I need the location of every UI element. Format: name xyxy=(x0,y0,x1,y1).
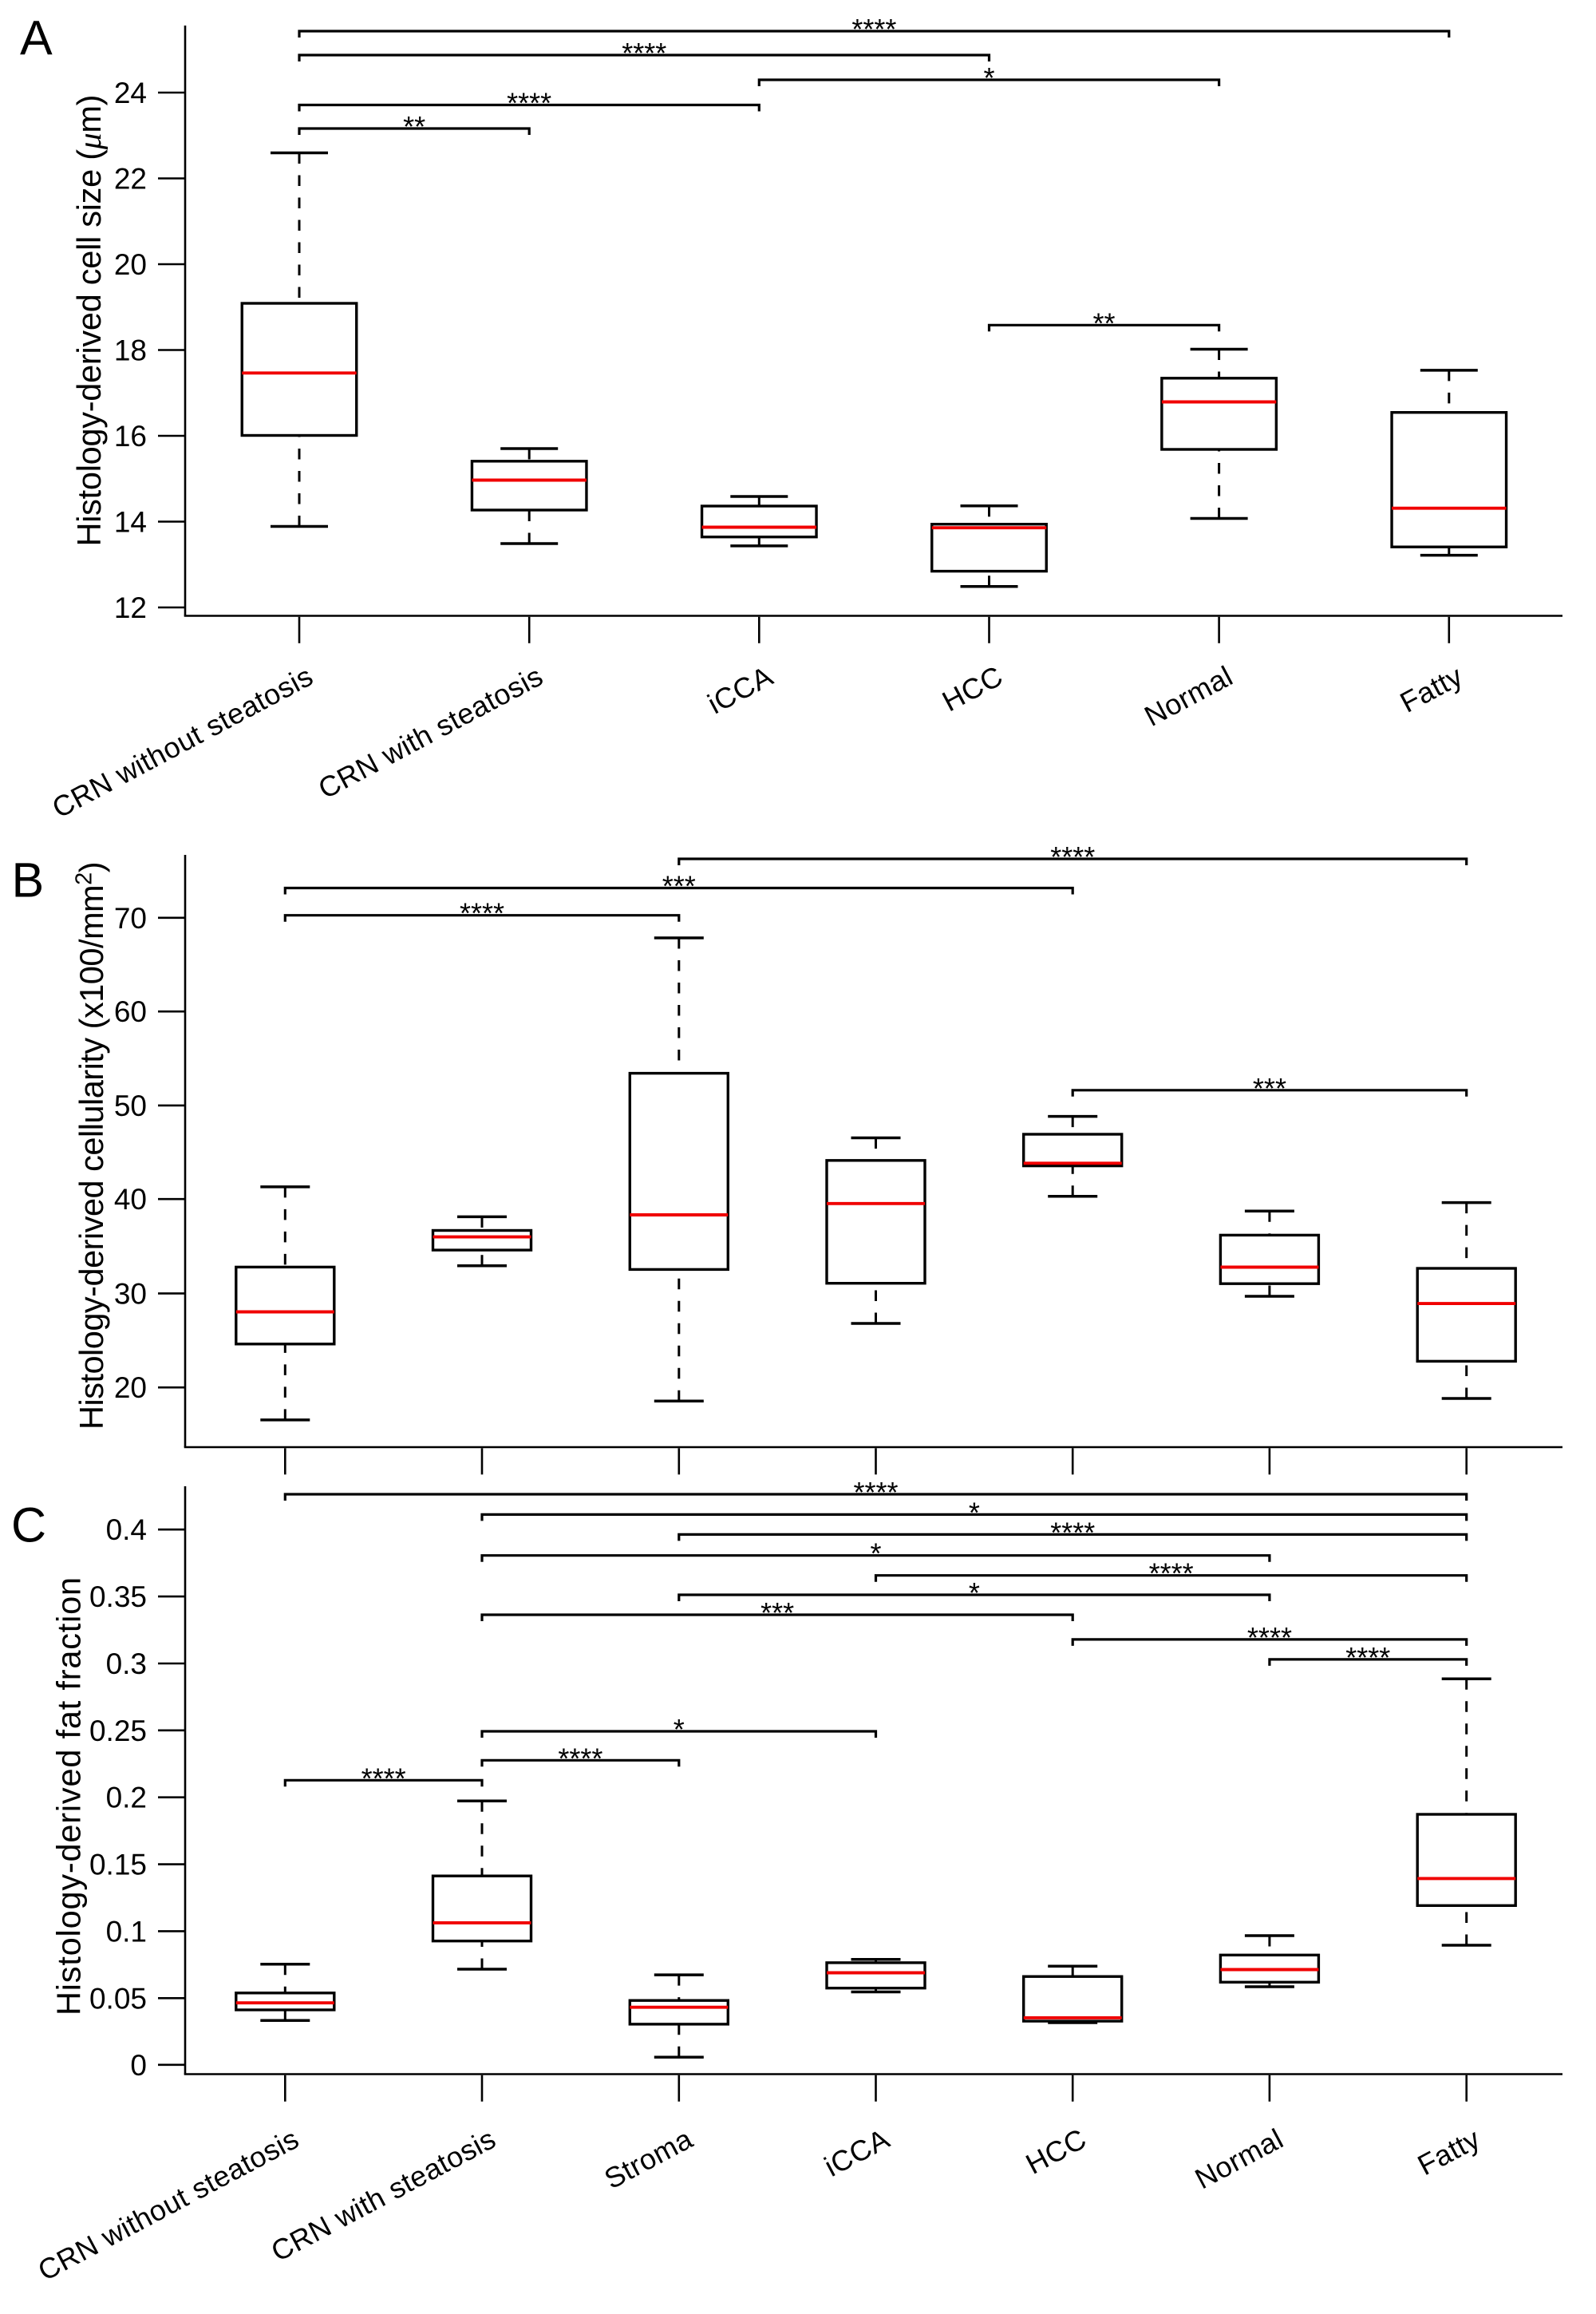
svg-text:****: **** xyxy=(460,897,504,930)
svg-text:22: 22 xyxy=(114,163,147,196)
svg-text:****: **** xyxy=(851,13,896,45)
svg-text:0.35: 0.35 xyxy=(89,1580,147,1613)
svg-text:70: 70 xyxy=(114,902,147,935)
svg-text:18: 18 xyxy=(114,334,147,367)
svg-text:0.2: 0.2 xyxy=(106,1782,147,1814)
svg-text:*: * xyxy=(969,1496,980,1529)
svg-text:40: 40 xyxy=(114,1183,147,1216)
svg-text:***: *** xyxy=(760,1596,794,1629)
svg-text:20: 20 xyxy=(114,248,147,281)
svg-text:12: 12 xyxy=(114,591,147,624)
svg-text:16: 16 xyxy=(114,420,147,453)
svg-text:****: **** xyxy=(1247,1621,1292,1654)
svg-text:30: 30 xyxy=(114,1277,147,1310)
svg-text:50: 50 xyxy=(114,1090,147,1122)
svg-text:****: **** xyxy=(1050,841,1095,873)
svg-text:60: 60 xyxy=(114,995,147,1028)
svg-text:*: * xyxy=(983,61,994,94)
svg-text:0: 0 xyxy=(130,2049,147,2082)
svg-text:14: 14 xyxy=(114,506,147,539)
svg-text:0.3: 0.3 xyxy=(106,1647,147,1680)
svg-text:Histology-derived fat fraction: Histology-derived fat fraction xyxy=(50,1576,88,2015)
svg-text:*: * xyxy=(870,1537,881,1570)
svg-text:****: **** xyxy=(361,1762,406,1794)
svg-text:Histology-derived cell size (μ: Histology-derived cell size (μm) xyxy=(70,95,108,547)
svg-text:***: *** xyxy=(1253,1072,1286,1105)
svg-text:****: **** xyxy=(622,37,666,69)
svg-text:****: **** xyxy=(507,87,551,120)
svg-text:**: ** xyxy=(1093,307,1116,339)
svg-text:0.15: 0.15 xyxy=(89,1849,147,1881)
svg-text:0.1: 0.1 xyxy=(106,1915,147,1948)
svg-text:*: * xyxy=(969,1576,980,1609)
svg-text:0.05: 0.05 xyxy=(89,1982,147,2015)
svg-text:0.4: 0.4 xyxy=(106,1513,147,1546)
svg-text:A: A xyxy=(20,11,53,65)
svg-text:Histology-derived cellularity: Histology-derived cellularity (x100/mm2) xyxy=(72,862,111,1430)
svg-text:****: **** xyxy=(1149,1557,1194,1590)
svg-text:B: B xyxy=(12,853,45,908)
svg-text:****: **** xyxy=(558,1742,602,1774)
svg-text:****: **** xyxy=(853,1476,898,1509)
svg-text:***: *** xyxy=(662,870,696,903)
svg-text:**: ** xyxy=(403,110,425,143)
svg-text:0.25: 0.25 xyxy=(89,1715,147,1747)
svg-text:20: 20 xyxy=(114,1371,147,1404)
svg-text:****: **** xyxy=(1345,1641,1390,1674)
svg-text:****: **** xyxy=(1050,1516,1095,1549)
svg-text:C: C xyxy=(11,1498,46,1553)
svg-text:24: 24 xyxy=(114,77,147,109)
svg-text:*: * xyxy=(674,1713,685,1746)
